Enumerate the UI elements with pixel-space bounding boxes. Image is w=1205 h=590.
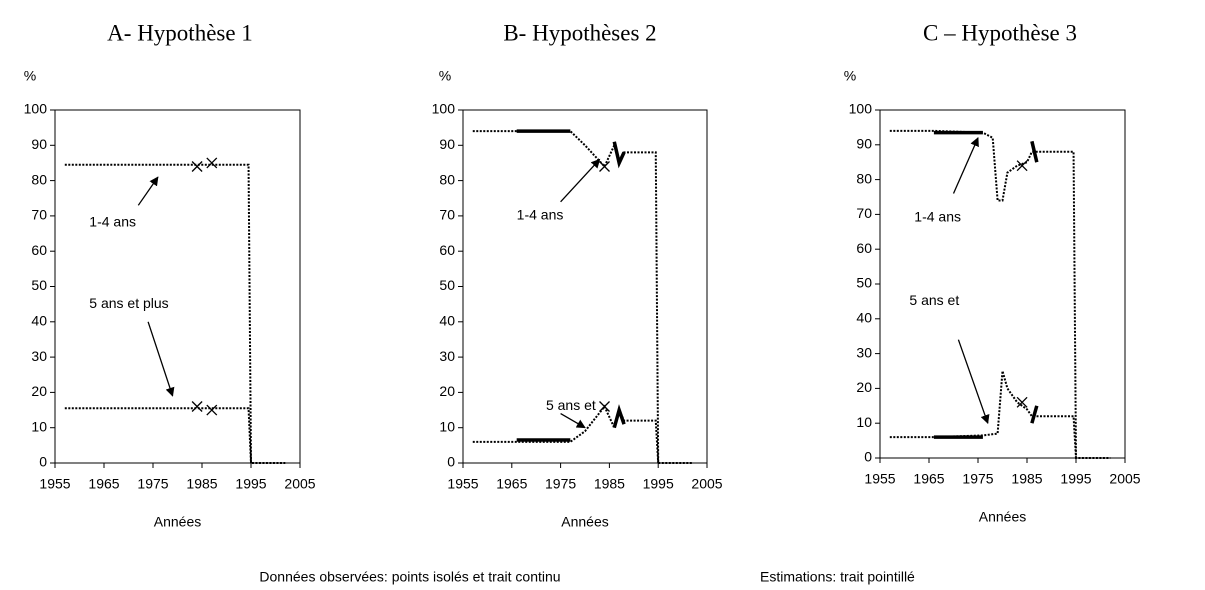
observed-point <box>1016 160 1028 172</box>
observed-point <box>191 401 203 412</box>
annotation: 1-4 ans <box>89 214 136 230</box>
annotation: 5 ans et <box>546 397 596 413</box>
estimate-line <box>889 129 1111 459</box>
y-tick-label: 50 <box>31 277 47 293</box>
y-tick-label: 80 <box>439 171 455 187</box>
chart-title: C – Hypothèse 3 <box>923 20 1077 45</box>
observed-point <box>206 157 218 169</box>
annotation-arrow <box>137 176 159 206</box>
x-tick-label: 2005 <box>691 476 722 492</box>
x-tick-label: 2005 <box>1109 471 1140 487</box>
y-tick-label: 50 <box>439 277 455 293</box>
plot-frame <box>879 109 1126 459</box>
annotation-arrow <box>147 321 175 397</box>
estimate-line <box>64 163 286 464</box>
x-tick-label: 2005 <box>284 476 315 492</box>
y-tick-label: 30 <box>439 348 455 364</box>
y-axis-label: % <box>439 68 451 84</box>
y-tick-label: 60 <box>439 242 455 258</box>
y-tick-label: 20 <box>31 383 47 399</box>
observed-line <box>612 404 626 429</box>
y-tick-label: 100 <box>24 101 48 117</box>
x-tick-label: 1955 <box>864 471 895 487</box>
y-axis-label: % <box>844 68 856 84</box>
y-tick-label: 10 <box>439 418 455 434</box>
y-tick-label: 10 <box>856 414 872 430</box>
annotation: 5 ans et plus <box>89 295 168 311</box>
y-tick-label: 50 <box>856 275 872 291</box>
y-tick-label: 40 <box>31 313 47 329</box>
y-tick-label: 70 <box>439 207 455 223</box>
estimate-line <box>889 370 1077 459</box>
note: Données observées: points isolés et trai… <box>259 569 560 585</box>
y-tick-label: 0 <box>447 454 455 470</box>
annotation-arrow <box>952 137 979 194</box>
y-axis-label: % <box>24 68 36 84</box>
y-tick-label: 0 <box>864 449 872 465</box>
note: Estimations: trait pointillé <box>760 569 915 585</box>
x-tick-label: 1985 <box>1011 471 1042 487</box>
x-tick-label: 1995 <box>643 476 674 492</box>
annotation: 1-4 ans <box>914 209 961 225</box>
y-tick-label: 100 <box>432 101 456 117</box>
x-tick-label: 1975 <box>962 471 993 487</box>
y-tick-label: 90 <box>439 136 455 152</box>
estimate-line <box>64 407 252 464</box>
annotation-arrow <box>560 413 586 429</box>
y-tick-label: 80 <box>856 170 872 186</box>
x-tick-label: 1965 <box>913 471 944 487</box>
y-tick-label: 60 <box>856 240 872 256</box>
chart-title: A- Hypothèse 1 <box>107 20 253 45</box>
plot-frame <box>54 109 301 464</box>
x-tick-label: 1965 <box>88 476 119 492</box>
estimate-line <box>472 404 660 464</box>
x-tick-label: 1955 <box>447 476 478 492</box>
x-tick-label: 1975 <box>137 476 168 492</box>
x-axis-label: Années <box>979 509 1026 525</box>
y-tick-label: 10 <box>31 418 47 434</box>
x-tick-label: 1995 <box>1060 471 1091 487</box>
x-tick-label: 1965 <box>496 476 527 492</box>
y-tick-label: 40 <box>439 313 455 329</box>
x-tick-label: 1995 <box>235 476 266 492</box>
observed-point <box>599 161 610 172</box>
chart-title: B- Hypothèses 2 <box>503 20 656 45</box>
observed-point <box>1016 396 1028 408</box>
y-tick-label: 70 <box>31 207 47 223</box>
y-tick-label: 100 <box>849 101 873 117</box>
y-tick-label: 60 <box>31 242 47 258</box>
annotation-arrow <box>560 158 601 203</box>
observed-line <box>1030 140 1039 163</box>
y-tick-label: 70 <box>856 205 872 221</box>
observed-line <box>612 141 626 169</box>
annotation: 5 ans et <box>909 292 959 308</box>
annotation-arrow <box>957 339 990 425</box>
y-tick-label: 80 <box>31 171 47 187</box>
y-tick-label: 90 <box>856 136 872 152</box>
y-tick-label: 90 <box>31 136 47 152</box>
y-tick-label: 20 <box>439 383 455 399</box>
x-tick-label: 1985 <box>186 476 217 492</box>
y-tick-label: 30 <box>31 348 47 364</box>
x-axis-label: Années <box>561 514 608 530</box>
x-tick-label: 1975 <box>545 476 576 492</box>
observed-point <box>599 401 610 412</box>
observed-point <box>191 161 203 172</box>
observed-line <box>1030 405 1039 424</box>
x-tick-label: 1955 <box>39 476 70 492</box>
y-tick-label: 0 <box>39 454 47 470</box>
observed-point <box>206 404 218 416</box>
x-tick-label: 1985 <box>594 476 625 492</box>
y-tick-label: 40 <box>856 310 872 326</box>
annotation: 1-4 ans <box>517 207 564 223</box>
y-tick-label: 20 <box>856 379 872 395</box>
x-axis-label: Années <box>154 514 201 530</box>
y-tick-label: 30 <box>856 344 872 360</box>
